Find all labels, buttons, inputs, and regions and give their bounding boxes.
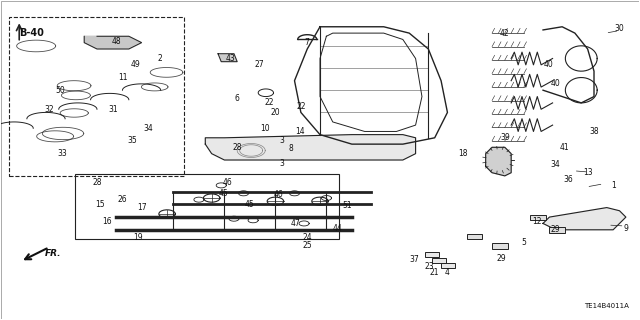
Text: 16: 16: [102, 217, 111, 226]
Text: 29: 29: [551, 225, 561, 234]
Text: 13: 13: [583, 168, 593, 177]
Text: 10: 10: [260, 124, 269, 133]
Bar: [431, 258, 445, 263]
Text: 15: 15: [95, 200, 105, 209]
Text: 33: 33: [57, 149, 67, 158]
Text: 28: 28: [92, 178, 102, 187]
Text: 32: 32: [44, 105, 54, 114]
Text: 48: 48: [111, 36, 121, 45]
Text: 27: 27: [255, 60, 264, 69]
Bar: [441, 263, 455, 268]
Polygon shape: [486, 147, 511, 176]
Bar: [492, 243, 508, 249]
Text: 22: 22: [264, 99, 274, 108]
Text: 51: 51: [342, 202, 352, 211]
Text: 47: 47: [291, 219, 301, 228]
Text: 9: 9: [623, 224, 628, 233]
Text: 28: 28: [232, 143, 242, 152]
Bar: [467, 234, 483, 239]
Text: 35: 35: [127, 136, 137, 146]
Polygon shape: [84, 36, 141, 49]
Text: 25: 25: [303, 241, 312, 250]
Text: 1: 1: [611, 181, 616, 190]
Text: 50: 50: [55, 86, 65, 95]
Text: 7: 7: [305, 38, 310, 47]
Text: B-40: B-40: [19, 28, 44, 38]
Text: 3: 3: [279, 136, 284, 146]
Polygon shape: [205, 135, 415, 160]
Text: 6: 6: [235, 94, 239, 103]
Text: 42: 42: [500, 28, 509, 38]
Text: 44: 44: [333, 224, 342, 233]
Text: 4: 4: [445, 268, 450, 277]
Text: 37: 37: [410, 255, 419, 264]
Text: 3: 3: [279, 159, 284, 168]
Text: 41: 41: [559, 143, 569, 152]
Polygon shape: [218, 54, 237, 62]
Text: FR.: FR.: [45, 249, 61, 258]
Text: 43: 43: [226, 54, 236, 63]
Text: 22: 22: [296, 101, 306, 111]
Text: 20: 20: [271, 108, 280, 117]
Text: 49: 49: [131, 60, 140, 69]
Text: 18: 18: [459, 149, 468, 158]
Bar: [531, 215, 546, 220]
Text: 45: 45: [218, 189, 228, 198]
Text: 2: 2: [157, 54, 162, 63]
Text: 39: 39: [500, 133, 509, 142]
Text: 14: 14: [295, 127, 305, 136]
Text: 26: 26: [118, 195, 127, 204]
Text: 38: 38: [589, 127, 599, 136]
Text: 19: 19: [134, 233, 143, 242]
Text: 46: 46: [274, 190, 284, 199]
Text: 34: 34: [551, 160, 561, 169]
Text: 12: 12: [532, 217, 541, 226]
Bar: [549, 227, 565, 233]
Text: 46: 46: [223, 178, 232, 187]
Text: 36: 36: [564, 174, 573, 184]
Bar: [425, 252, 439, 257]
Text: 30: 30: [614, 24, 625, 33]
Text: 40: 40: [543, 60, 553, 69]
Text: 5: 5: [522, 238, 526, 247]
Text: 17: 17: [137, 203, 147, 212]
Text: 34: 34: [143, 124, 153, 133]
Polygon shape: [543, 208, 626, 230]
Text: 31: 31: [108, 105, 118, 114]
Text: TE14B4011A: TE14B4011A: [584, 303, 629, 309]
Text: 23: 23: [425, 262, 435, 271]
Text: 11: 11: [118, 73, 127, 82]
Text: 21: 21: [430, 268, 440, 277]
Text: 45: 45: [245, 200, 255, 209]
Text: 40: 40: [551, 79, 561, 88]
Text: 24: 24: [303, 233, 312, 242]
Text: 8: 8: [289, 144, 294, 153]
Text: 29: 29: [497, 254, 506, 263]
